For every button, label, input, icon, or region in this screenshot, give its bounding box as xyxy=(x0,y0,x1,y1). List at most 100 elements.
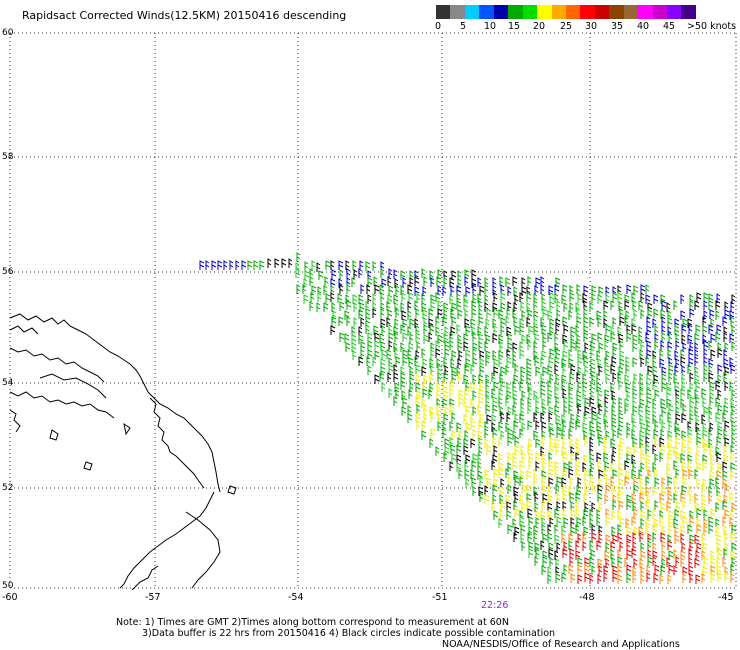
wind-barb xyxy=(549,326,554,336)
wind-barb xyxy=(716,486,721,496)
wind-barb xyxy=(583,300,588,310)
wind-barb xyxy=(632,501,637,511)
wind-barb xyxy=(688,485,693,495)
wind-barb xyxy=(556,300,561,310)
wind-barb xyxy=(597,358,602,368)
wind-barb xyxy=(575,492,581,502)
wind-barb xyxy=(591,413,597,423)
wind-barb xyxy=(696,292,702,302)
wind-barb xyxy=(618,478,624,488)
wind-barb xyxy=(675,468,680,478)
wind-barb xyxy=(492,350,497,360)
wind-barb xyxy=(701,533,707,543)
wind-barb xyxy=(638,300,644,310)
wind-barb xyxy=(414,276,420,286)
wind-barb xyxy=(640,452,646,462)
wind-barb xyxy=(533,341,538,351)
wind-barb xyxy=(661,406,667,416)
wind-barb xyxy=(533,310,539,320)
wind-barb xyxy=(568,486,573,496)
wind-barb xyxy=(527,444,533,454)
wind-barb xyxy=(631,469,637,479)
wind-barb xyxy=(589,444,594,454)
wind-barb xyxy=(730,470,735,480)
scale-swatch xyxy=(464,5,480,19)
wind-barb xyxy=(724,420,730,430)
wind-barb xyxy=(449,461,454,471)
wind-barb xyxy=(317,292,322,302)
wind-barb xyxy=(365,324,370,334)
wind-barb xyxy=(667,326,672,336)
wind-barb xyxy=(548,422,554,432)
wind-barb xyxy=(512,518,517,528)
wind-barb xyxy=(554,438,560,448)
wind-barb xyxy=(680,294,685,304)
wind-barb xyxy=(731,325,736,335)
wind-barb xyxy=(675,340,680,350)
wind-barb xyxy=(562,469,568,479)
wind-barb xyxy=(380,261,385,271)
wind-barb xyxy=(591,484,597,494)
wind-barb xyxy=(512,381,517,391)
wind-barb xyxy=(352,294,358,304)
wind-barb xyxy=(626,446,632,456)
wind-barb xyxy=(366,356,371,366)
wind-barb xyxy=(407,284,413,294)
wind-barb xyxy=(360,341,366,351)
wind-barb xyxy=(414,300,419,310)
wind-barb xyxy=(702,454,708,464)
wind-barb xyxy=(619,316,625,326)
wind-barb xyxy=(492,484,498,494)
wind-barb xyxy=(498,518,503,528)
wind-barb xyxy=(533,293,538,303)
wind-barb xyxy=(470,382,476,392)
wind-barb xyxy=(633,526,638,536)
wind-barb xyxy=(598,565,603,575)
wind-barb xyxy=(533,430,539,440)
wind-barb xyxy=(604,340,609,350)
wind-barb xyxy=(535,366,541,376)
wind-barb xyxy=(568,358,574,368)
wind-barb xyxy=(652,406,657,416)
wind-barb xyxy=(611,510,616,520)
wind-barb xyxy=(577,404,582,414)
wind-barb xyxy=(513,397,518,407)
wind-barb xyxy=(541,350,547,360)
wind-barb xyxy=(631,429,636,439)
wind-barb xyxy=(421,430,427,440)
wind-barb xyxy=(645,500,650,510)
wind-barb xyxy=(456,422,462,432)
wind-barb xyxy=(730,364,736,374)
wind-barb xyxy=(689,573,694,583)
wind-barb xyxy=(353,302,358,312)
wind-barb xyxy=(365,316,371,326)
wind-barb xyxy=(533,300,538,310)
scale-label: >50 knots xyxy=(687,21,737,32)
wind-barb xyxy=(381,349,387,359)
wind-barb xyxy=(436,382,441,392)
scale-label: 45 xyxy=(663,21,676,32)
wind-barb xyxy=(716,534,722,544)
wind-barb xyxy=(443,413,449,423)
wind-barb xyxy=(547,532,553,542)
wind-barb xyxy=(374,340,380,350)
wind-barb xyxy=(345,260,350,270)
wind-barb xyxy=(506,510,512,520)
wind-barb xyxy=(631,413,636,423)
wind-barb xyxy=(422,286,427,296)
wind-barb xyxy=(618,301,623,311)
wind-barb xyxy=(687,524,693,534)
wind-barb xyxy=(667,476,673,486)
wind-barb xyxy=(652,414,657,424)
wind-barb xyxy=(668,445,674,455)
wind-barb xyxy=(429,373,435,383)
wind-barb xyxy=(590,341,596,351)
wind-barb xyxy=(611,454,616,464)
wind-barb xyxy=(584,406,590,416)
wind-barb xyxy=(548,356,554,366)
wind-barb xyxy=(499,494,504,504)
wind-barb xyxy=(541,293,546,303)
wind-barb xyxy=(547,485,553,495)
wind-barb xyxy=(689,341,694,351)
wind-barb xyxy=(535,277,541,287)
